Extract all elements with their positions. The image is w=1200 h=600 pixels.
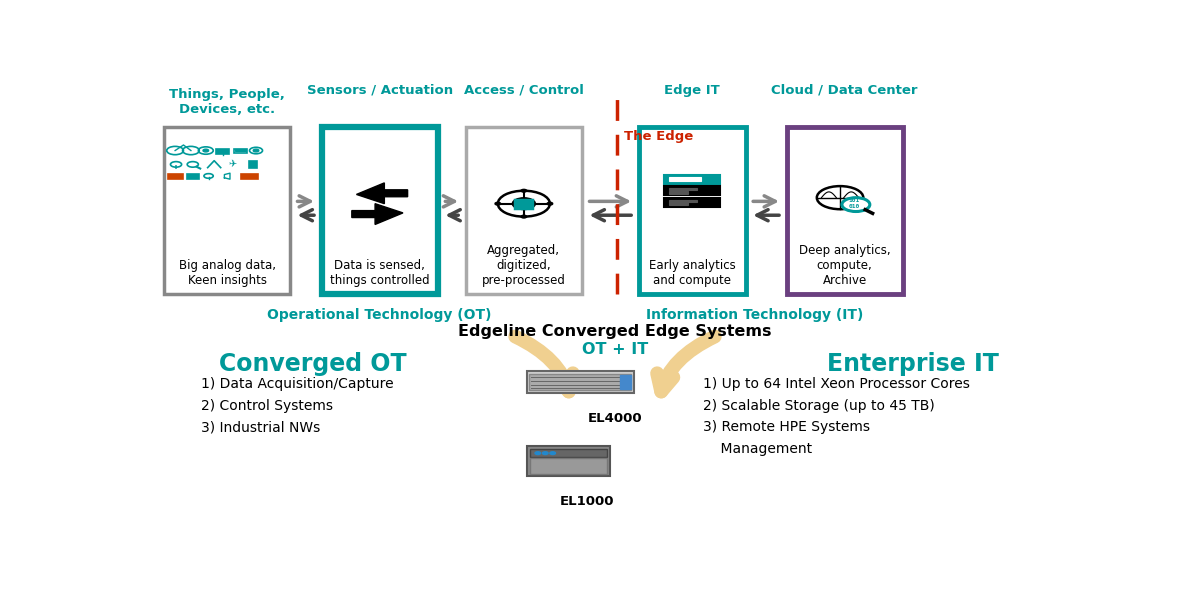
Bar <box>668 177 702 181</box>
Text: Sensors / Actuation: Sensors / Actuation <box>307 83 452 97</box>
Bar <box>668 188 697 190</box>
Text: Operational Technology (OT): Operational Technology (OT) <box>268 308 492 322</box>
Text: Information Technology (IT): Information Technology (IT) <box>646 308 863 322</box>
Bar <box>665 186 720 196</box>
Bar <box>529 374 631 391</box>
Bar <box>248 161 257 167</box>
Bar <box>530 458 607 475</box>
Text: Early analytics
and compute: Early analytics and compute <box>649 259 736 287</box>
Text: Aggregated,
digitized,
pre-processed: Aggregated, digitized, pre-processed <box>482 244 565 287</box>
Circle shape <box>842 197 870 212</box>
Text: Edge IT: Edge IT <box>665 83 720 97</box>
Text: Access / Control: Access / Control <box>464 83 583 97</box>
Bar <box>168 173 182 179</box>
Circle shape <box>496 202 500 205</box>
Circle shape <box>542 452 548 455</box>
Text: EL1000: EL1000 <box>560 495 614 508</box>
Circle shape <box>253 149 259 152</box>
Text: The Edge: The Edge <box>624 130 694 143</box>
Circle shape <box>535 452 541 455</box>
Bar <box>216 149 229 154</box>
FancyBboxPatch shape <box>322 127 438 294</box>
Circle shape <box>521 190 527 192</box>
Text: Big analog data,
Keen insights: Big analog data, Keen insights <box>179 259 276 287</box>
Text: EL4000: EL4000 <box>588 412 642 425</box>
Circle shape <box>550 452 556 455</box>
Text: Deep analytics,
compute,
Archive: Deep analytics, compute, Archive <box>799 244 890 287</box>
FancyBboxPatch shape <box>786 127 902 294</box>
Bar <box>241 173 258 179</box>
Bar <box>668 191 688 194</box>
Text: Cloud / Data Center: Cloud / Data Center <box>772 83 918 97</box>
Text: 101
010: 101 010 <box>848 198 859 209</box>
Bar <box>619 374 631 389</box>
Bar <box>234 149 247 153</box>
Text: Enterprise IT: Enterprise IT <box>827 352 998 376</box>
Bar <box>665 197 720 207</box>
Bar <box>668 200 697 202</box>
FancyBboxPatch shape <box>638 127 745 294</box>
Text: OT + IT: OT + IT <box>582 342 648 357</box>
Text: Data is sensed,
things controlled: Data is sensed, things controlled <box>330 259 430 287</box>
Circle shape <box>203 149 209 152</box>
Polygon shape <box>356 183 408 203</box>
Text: Converged OT: Converged OT <box>218 352 407 376</box>
Text: Things, People,
Devices, etc.: Things, People, Devices, etc. <box>169 88 286 116</box>
Bar <box>187 174 199 179</box>
Text: Edgeline Converged Edge Systems: Edgeline Converged Edge Systems <box>458 324 772 339</box>
FancyBboxPatch shape <box>466 127 582 294</box>
Bar <box>235 149 246 151</box>
Bar <box>530 449 607 457</box>
Bar <box>516 200 533 208</box>
Polygon shape <box>352 203 403 224</box>
Circle shape <box>521 215 527 218</box>
Bar <box>665 175 720 184</box>
FancyBboxPatch shape <box>164 127 290 294</box>
Bar <box>527 371 634 393</box>
Bar <box>668 202 688 205</box>
Circle shape <box>547 202 553 205</box>
Text: 1) Up to 64 Intel Xeon Processor Cores
2) Scalable Storage (up to 45 TB)
3) Remo: 1) Up to 64 Intel Xeon Processor Cores 2… <box>703 377 971 456</box>
Bar <box>527 446 611 476</box>
Text: 1) Data Acquisition/Capture
2) Control Systems
3) Industrial NWs: 1) Data Acquisition/Capture 2) Control S… <box>202 377 394 434</box>
Text: ✈: ✈ <box>229 160 236 169</box>
